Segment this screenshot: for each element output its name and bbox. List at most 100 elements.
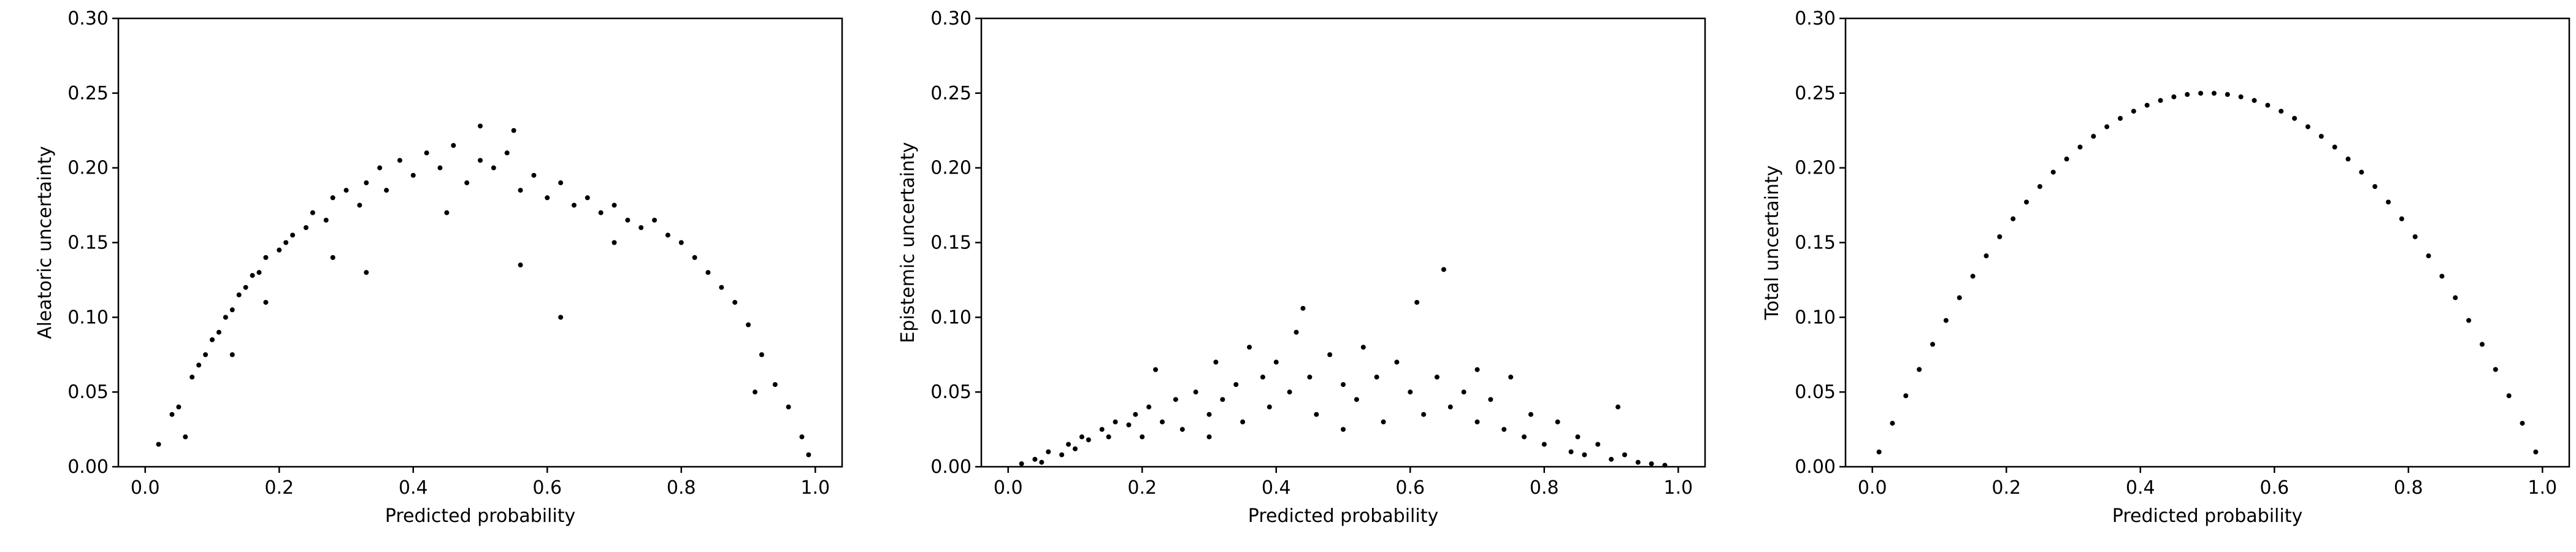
x-axis-label: Predicted probability xyxy=(2112,505,2302,527)
scatter-point xyxy=(229,307,235,313)
x-tick-label: 0.0 xyxy=(1858,477,1887,499)
scatter-point xyxy=(1917,367,1922,372)
scatter-point xyxy=(1314,412,1319,417)
scatter-point xyxy=(1059,452,1065,458)
scatter-point xyxy=(1113,419,1118,424)
y-tick-label: 0.20 xyxy=(67,158,109,179)
scatter-point xyxy=(190,374,195,380)
scatter-point xyxy=(1568,449,1574,454)
scatter-point xyxy=(384,188,389,193)
scatter-point xyxy=(1341,381,1346,387)
x-tick-label: 0.6 xyxy=(532,477,562,499)
scatter-point xyxy=(1046,449,1051,454)
scatter-point xyxy=(585,195,590,201)
scatter-point xyxy=(2117,116,2123,121)
scatter-point xyxy=(183,434,188,440)
scatter-point xyxy=(1032,456,1038,462)
scatter-point xyxy=(243,285,248,290)
scatter-point xyxy=(1488,397,1493,402)
scatter-point xyxy=(1635,459,1641,465)
scatter-point xyxy=(2104,124,2110,129)
scatter-point xyxy=(478,123,483,129)
scatter-point xyxy=(1360,345,1366,350)
y-axis-label: Aleatoric uncertainty xyxy=(34,146,56,339)
scatter-point xyxy=(1233,381,1239,387)
scatter-point xyxy=(2345,156,2351,162)
scatter-point xyxy=(1575,434,1581,440)
scatter-point xyxy=(545,195,550,201)
scatter-point xyxy=(752,389,757,395)
x-axis-label: Predicted probability xyxy=(1248,505,1438,527)
scatter-point xyxy=(196,362,202,368)
scatter-point xyxy=(2318,134,2324,139)
scatter-point xyxy=(250,273,255,278)
x-tick-label: 0.8 xyxy=(1530,477,1559,499)
scatter-point xyxy=(1140,434,1145,440)
y-tick-label: 0.10 xyxy=(1795,307,1836,328)
scatter-point xyxy=(1273,359,1279,365)
y-tick-label: 0.05 xyxy=(67,381,109,403)
scatter-point xyxy=(169,412,175,417)
scatter-point xyxy=(176,404,182,410)
scatter-point xyxy=(1474,419,1480,424)
x-axis-label: Predicted probability xyxy=(385,505,575,527)
scatter-point xyxy=(1079,434,1084,440)
scatter-point xyxy=(410,172,416,178)
scatter-point xyxy=(1287,389,1292,395)
scatter-point xyxy=(229,352,235,358)
scatter-point xyxy=(1582,452,1587,458)
x-tick-label: 0.8 xyxy=(667,477,696,499)
scatter-point xyxy=(491,165,496,171)
scatter-point xyxy=(1327,352,1333,358)
scatter-point xyxy=(518,263,523,268)
scatter-point xyxy=(2439,274,2445,279)
scatter-point xyxy=(1173,397,1178,402)
scatter-point xyxy=(1555,419,1560,424)
scatter-point xyxy=(1126,422,1132,427)
scatter-point xyxy=(2386,199,2391,205)
scatter-point xyxy=(1106,434,1111,440)
scatter-point xyxy=(1394,359,1400,365)
x-tick-label: 0.2 xyxy=(1991,477,2021,499)
x-tick-label: 0.8 xyxy=(2394,477,2423,499)
scatter-point xyxy=(511,128,516,133)
scatter-point xyxy=(330,255,335,260)
scatter-point xyxy=(1213,359,1219,365)
scatter-point xyxy=(1133,412,1138,417)
x-tick-label: 0.2 xyxy=(264,477,294,499)
scatter-point xyxy=(2158,98,2163,103)
scatter-point xyxy=(424,150,429,156)
scatter-point xyxy=(2305,124,2310,129)
y-tick-label: 0.20 xyxy=(1795,158,1836,179)
scatter-point xyxy=(1408,389,1413,395)
y-axis-label: Total uncertainty xyxy=(1761,166,1783,321)
scatter-point xyxy=(1508,374,1514,380)
scatter-point xyxy=(451,143,456,148)
scatter-point xyxy=(598,210,604,215)
scatter-point xyxy=(2238,94,2244,99)
y-tick-label: 0.20 xyxy=(930,158,972,179)
scatter-point xyxy=(1039,459,1045,465)
y-tick-label: 0.00 xyxy=(67,456,109,478)
scatter-point xyxy=(364,180,369,186)
scatter-point xyxy=(1461,389,1466,395)
scatter-point xyxy=(1501,427,1507,432)
scatter-point xyxy=(1421,412,1427,417)
scatter-point xyxy=(357,202,362,208)
y-tick-label: 0.05 xyxy=(1795,381,1836,403)
scatter-point xyxy=(1267,404,1272,410)
scatter-point xyxy=(1957,295,1962,301)
scatter-point xyxy=(223,315,228,320)
scatter-point xyxy=(678,240,684,245)
x-tick-label: 0.2 xyxy=(1127,477,1157,499)
scatter-point xyxy=(2372,184,2378,190)
x-tick-label: 0.0 xyxy=(131,477,160,499)
scatter-point xyxy=(1447,404,1453,410)
axes-frame xyxy=(1844,17,2570,468)
scatter-point xyxy=(364,270,369,275)
x-tick-label: 1.0 xyxy=(800,477,830,499)
scatter-point xyxy=(625,217,631,223)
scatter-point xyxy=(1153,367,1159,372)
scatter-point xyxy=(310,210,315,215)
